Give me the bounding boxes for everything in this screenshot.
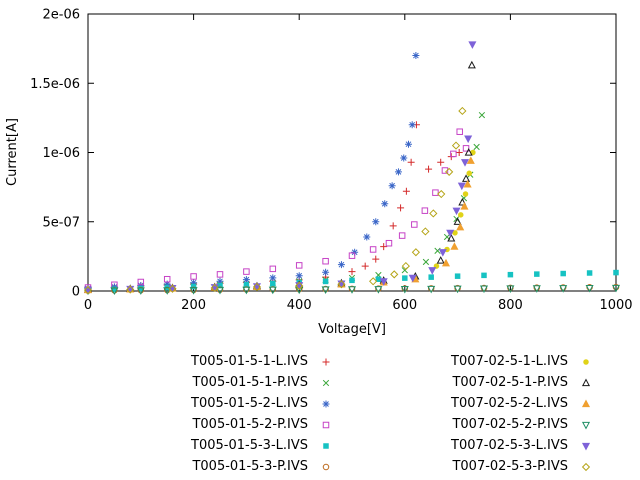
legend-item: T005-01-5-2-L.IVS [108,393,338,414]
legend-label: T005-01-5-1-L.IVS [191,354,308,369]
legend-label: T007-02-5-1-P.IVS [452,375,568,390]
legend-marker-icon [323,442,329,449]
legend-item: T005-01-5-3-P.IVS [108,456,338,477]
legend-item: T007-02-5-3-P.IVS [368,456,598,477]
x-tick-label: 400 [287,298,312,313]
x-tick-label: 200 [181,298,206,313]
chart-legend: T005-01-5-1-L.IVS T005-01-5-1-P.IVS T005-0… [108,351,598,477]
y-tick-label: 5e-07 [42,215,80,230]
legend-marker-icon [583,358,589,365]
legend-label: T007-02-5-3-P.IVS [452,459,568,474]
legend-marker-icon [322,400,330,407]
x-tick-label: 1000 [599,298,632,313]
x-tick-label: 0 [84,298,92,313]
legend-label: T007-02-5-2-L.IVS [451,396,568,411]
legend-marker-icon [581,442,591,450]
legend-item: T007-02-5-2-L.IVS [368,393,598,414]
legend-item: T007-02-5-3-L.IVS [368,435,598,456]
legend-label: T005-01-5-3-L.IVS [191,438,308,453]
legend-label: T007-02-5-1-L.IVS [451,354,568,369]
legend-label: T007-02-5-3-L.IVS [451,438,568,453]
legend-item: T005-01-5-2-P.IVS [108,414,338,435]
x-axis-label: Voltage[V] [318,322,386,337]
series-points-8 [83,156,475,294]
legend-column-right: T007-02-5-1-L.IVS T007-02-5-1-P.IVS T007-0… [368,351,598,477]
x-tick-label: 600 [392,298,417,313]
series-points-9 [83,284,621,296]
y-tick-label: 1e-06 [42,146,80,161]
y-tick-label: 2e-06 [42,8,80,23]
legend-item: T007-02-5-1-P.IVS [368,372,598,393]
y-axis-label: Current[A] [5,118,20,186]
legend-item: T005-01-5-1-P.IVS [108,372,338,393]
legend-label: T007-02-5-2-P.IVS [452,417,568,432]
axes [87,13,617,292]
legend-marker-icon [581,378,591,386]
series-points-7 [83,60,476,293]
legend-marker-icon [322,463,330,470]
legend-marker-icon [322,379,330,386]
x-tick-label: 800 [498,298,523,313]
series-points-1 [84,111,486,293]
y-tick-label: 0 [72,285,80,300]
legend-label: T005-01-5-2-L.IVS [191,396,308,411]
legend-label: T005-01-5-2-P.IVS [192,417,308,432]
series-points-10 [83,41,477,295]
series-points-6 [85,149,476,293]
series-points-11 [83,106,467,295]
series-points-2 [84,52,420,293]
legend-item: T007-02-5-1-L.IVS [368,351,598,372]
legend-item: T005-01-5-1-L.IVS [108,351,338,372]
legend-marker-icon [322,421,330,428]
series-points-3 [84,128,470,291]
legend-item: T005-01-5-3-L.IVS [108,435,338,456]
y-tick-label: 1.5e-06 [30,77,80,92]
legend-label: T005-01-5-3-P.IVS [192,459,308,474]
legend-item: T007-02-5-2-P.IVS [368,414,598,435]
legend-label: T005-01-5-1-P.IVS [192,375,308,390]
legend-marker-icon [581,421,591,429]
legend-marker-icon [322,358,330,365]
legend-marker-icon [581,462,591,471]
series-points-0 [84,121,463,293]
legend-marker-icon [581,399,591,407]
legend-column-left: T005-01-5-1-L.IVS T005-01-5-1-P.IVS T005-0… [108,351,338,477]
chart-canvas: Current[A] Voltage[V] 0 200 400 600 800 1000 0… [5,8,633,338]
